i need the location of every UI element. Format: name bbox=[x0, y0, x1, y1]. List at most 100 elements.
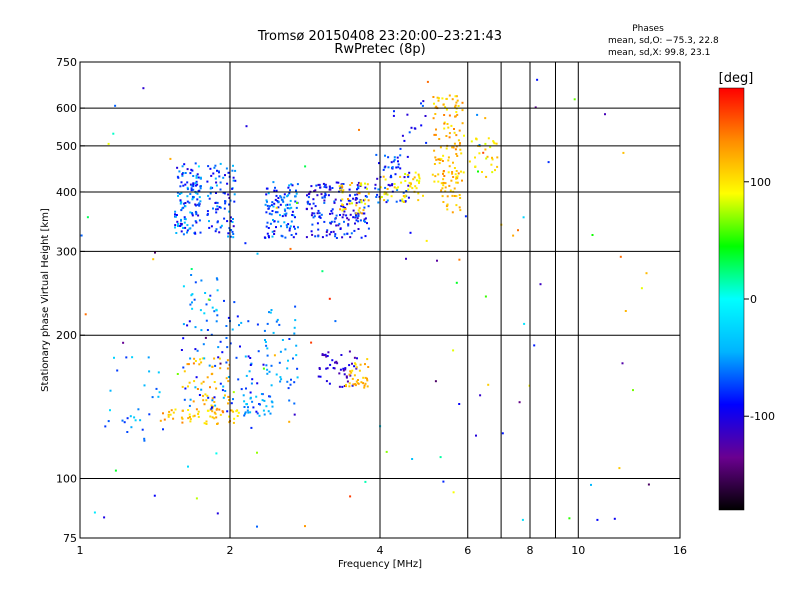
data-point bbox=[189, 420, 192, 423]
data-point bbox=[249, 411, 252, 414]
data-point bbox=[215, 452, 218, 455]
data-point bbox=[159, 419, 162, 422]
data-point bbox=[304, 165, 307, 168]
data-point bbox=[443, 175, 446, 177]
data-point bbox=[344, 367, 347, 370]
data-point bbox=[260, 393, 263, 395]
data-point bbox=[225, 361, 228, 364]
data-point bbox=[182, 285, 185, 288]
data-point bbox=[193, 414, 196, 417]
data-point bbox=[255, 410, 258, 413]
data-point bbox=[191, 301, 193, 304]
data-point bbox=[267, 410, 270, 413]
data-point bbox=[456, 181, 459, 184]
data-point bbox=[194, 281, 197, 284]
data-point bbox=[451, 98, 454, 101]
data-point bbox=[453, 128, 455, 130]
data-point bbox=[457, 105, 460, 107]
data-point bbox=[288, 227, 291, 230]
data-point bbox=[289, 199, 292, 202]
data-point bbox=[485, 175, 488, 178]
data-point bbox=[202, 394, 204, 397]
data-point bbox=[357, 214, 360, 217]
data-point bbox=[229, 342, 232, 345]
data-point bbox=[344, 207, 347, 210]
data-point bbox=[356, 184, 359, 186]
data-point bbox=[475, 137, 478, 140]
data-point bbox=[199, 231, 202, 234]
data-point bbox=[192, 183, 195, 186]
data-point bbox=[412, 178, 415, 181]
data-point bbox=[293, 326, 296, 329]
data-point bbox=[336, 362, 339, 365]
data-point bbox=[158, 391, 161, 394]
data-point bbox=[192, 182, 195, 185]
data-point bbox=[324, 183, 326, 186]
data-point bbox=[342, 369, 345, 372]
data-point bbox=[180, 192, 183, 195]
y-tick-label: 75 bbox=[63, 532, 77, 545]
data-point bbox=[316, 194, 319, 197]
y-tick-label: 100 bbox=[56, 473, 77, 486]
data-point bbox=[233, 417, 236, 420]
data-point bbox=[114, 104, 117, 107]
data-point bbox=[283, 221, 286, 224]
data-point bbox=[335, 360, 338, 363]
data-point bbox=[277, 206, 280, 209]
data-point bbox=[183, 218, 186, 220]
data-point bbox=[271, 210, 274, 212]
data-point bbox=[296, 376, 299, 379]
data-point bbox=[434, 175, 437, 178]
data-point bbox=[517, 229, 519, 232]
data-point bbox=[195, 497, 198, 500]
data-point bbox=[244, 412, 246, 415]
data-point bbox=[441, 97, 444, 100]
data-point bbox=[468, 160, 471, 163]
data-point bbox=[256, 252, 259, 255]
data-point bbox=[194, 360, 197, 362]
data-point bbox=[392, 160, 395, 163]
data-point bbox=[484, 117, 487, 120]
data-point bbox=[360, 182, 363, 185]
data-point bbox=[395, 200, 398, 203]
data-point bbox=[418, 180, 421, 183]
data-point bbox=[270, 204, 273, 207]
data-point bbox=[279, 195, 282, 198]
data-point bbox=[219, 413, 222, 416]
data-point bbox=[275, 226, 277, 229]
data-point bbox=[350, 232, 353, 235]
data-point bbox=[366, 358, 369, 361]
x-tick-label: 4 bbox=[377, 544, 384, 557]
data-point bbox=[186, 181, 189, 184]
data-point bbox=[222, 411, 225, 414]
data-point bbox=[404, 194, 407, 197]
data-point bbox=[215, 184, 218, 187]
data-point bbox=[180, 349, 183, 351]
data-point bbox=[143, 437, 146, 440]
data-point bbox=[319, 216, 322, 219]
data-point bbox=[382, 175, 385, 178]
data-point bbox=[266, 204, 269, 207]
data-point bbox=[330, 220, 333, 223]
data-point bbox=[179, 202, 182, 205]
data-point bbox=[443, 121, 446, 124]
data-point bbox=[386, 193, 389, 196]
data-point bbox=[366, 379, 369, 382]
data-point bbox=[335, 214, 338, 217]
y-tick-label: 750 bbox=[56, 56, 77, 69]
data-point bbox=[367, 366, 370, 368]
data-point bbox=[345, 376, 348, 379]
data-point bbox=[172, 417, 175, 420]
data-point bbox=[227, 395, 230, 398]
data-point bbox=[547, 161, 550, 164]
y-tick-label: 500 bbox=[56, 140, 77, 153]
data-point bbox=[184, 387, 187, 390]
data-point bbox=[453, 142, 456, 145]
data-point bbox=[232, 421, 235, 424]
data-point bbox=[191, 198, 194, 201]
data-point bbox=[323, 199, 326, 202]
data-point bbox=[401, 134, 404, 137]
data-point bbox=[455, 177, 457, 180]
data-point bbox=[341, 184, 344, 187]
data-point bbox=[422, 194, 424, 197]
